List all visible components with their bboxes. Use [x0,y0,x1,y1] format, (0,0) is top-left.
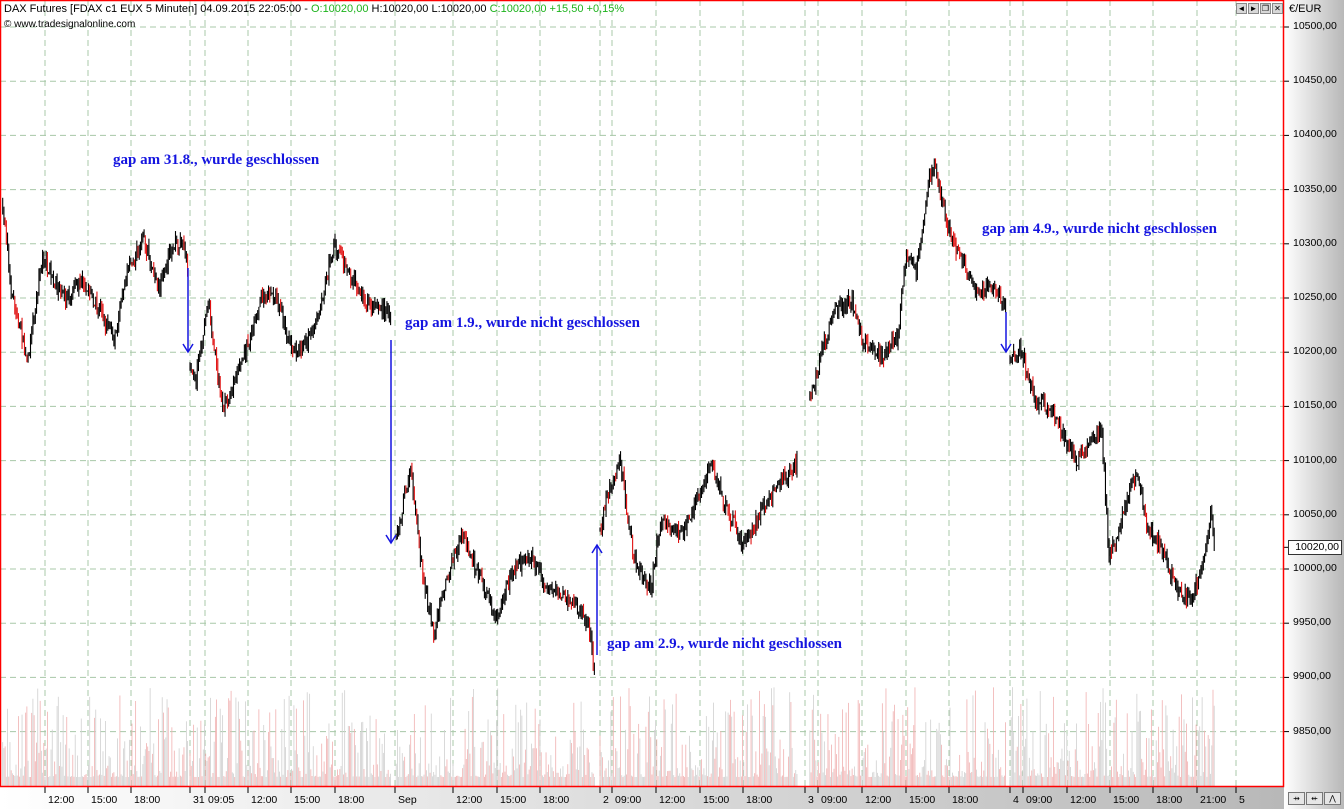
nav-buttons: ⇸ ⇷ ⋀ [1288,792,1341,805]
y-tick-label: 10050,00 [1293,507,1337,520]
copyright: © www.tradesignalonline.com [4,19,136,30]
zoom-in-button[interactable]: ⇸ [1288,792,1305,805]
chart-frame [0,0,1285,788]
annotation-gap-2-9: gap am 2.9., wurde nicht geschlossen [607,636,843,652]
zoom-out-button[interactable]: ⇷ [1306,792,1323,805]
x-tick-label: 18:00 [134,794,161,806]
chart-header: DAX Futures [FDAX c1 EUX 5 Minuten] 04.0… [4,3,624,15]
arrow-up-icon [591,543,603,554]
x-tick-label: 21:00 [1200,794,1227,806]
window-buttons: ◄ ► ❐ ✕ [1236,3,1283,14]
x-tick-label: 12:00 [865,794,892,806]
x-tick-label: 09:05 [208,794,235,806]
arrow-down-icon [385,534,397,545]
x-axis-panel [0,787,1284,809]
x-tick-label: 2 [603,794,609,806]
x-tick-label: 15:00 [294,794,321,806]
y-tick-label: 10200,00 [1293,345,1337,358]
x-tick-label: 15:00 [500,794,527,806]
candles [2,158,1215,675]
last-price-tag: 10020,00 [1288,540,1342,555]
x-tick-label: 15:00 [1113,794,1140,806]
y-tick-label: 10100,00 [1293,453,1337,466]
x-tick-label: 12:00 [456,794,483,806]
x-tick-label: 12:00 [1070,794,1097,806]
y-tick-label: 10250,00 [1293,291,1337,303]
x-tick-label: 09:00 [821,794,848,806]
y-tick-label: 9900,00 [1293,670,1331,683]
x-tick-label: 18:00 [338,794,365,806]
volume-bars [2,687,1215,787]
plot-area [0,0,1284,787]
x-tick-label: 15:00 [91,794,118,806]
open-value: O:10020,00 [310,3,369,15]
chart-type-button[interactable]: ⋀ [1324,792,1341,805]
y-tick-label: 9950,00 [1293,616,1331,629]
x-tick-label: 4 [1013,794,1019,806]
y-tick-label: 10150,00 [1293,399,1337,412]
x-tick-label: 12:00 [48,794,75,806]
scroll-left-button[interactable]: ◄ [1236,3,1247,14]
annotation-gap-31-8: gap am 31.8., wurde geschlossen [113,152,320,168]
y-tick-label: 10350,00 [1293,182,1337,195]
y-tick-label: 10000,00 [1293,562,1337,574]
hlc-values: H:10020,00 L:10020,00 [371,3,487,15]
x-tick-label: 3 [808,794,814,806]
chart-title: DAX Futures [FDAX c1 EUX 5 Minuten] 04.0… [4,3,308,15]
y-tick-label: 10450,00 [1293,74,1337,87]
x-tick-label: 18:00 [746,794,773,806]
x-tick-label: 15:00 [909,794,936,806]
arrow-down-icon [182,343,194,354]
x-tick-label: 15:00 [703,794,730,806]
x-tick-label: 18:00 [952,794,979,806]
scroll-right-button[interactable]: ► [1248,3,1259,14]
y-axis-panel [1284,0,1344,809]
x-tick-label: Sep [398,794,417,806]
x-tick-label: 31 [193,794,205,806]
annotation-gap-1-9: gap am 1.9., wurde nicht geschlossen [405,315,641,331]
x-tick-label: 09:00 [615,794,642,806]
close-button[interactable]: ✕ [1272,3,1283,14]
x-tick-label: 5 [1239,794,1245,806]
x-tick-label: 18:00 [543,794,570,806]
y-tick-label: 10500,00 [1293,20,1337,32]
restore-button[interactable]: ❐ [1260,3,1271,14]
y-tick-label: 9850,00 [1293,724,1331,737]
x-tick-label: 09:00 [1026,794,1053,806]
y-tick-label: 10400,00 [1293,128,1337,141]
x-tick-label: 12:00 [659,794,686,806]
close-value: C:10020,00 +15,50 +0,15% [489,3,625,15]
x-tick-label: 18:00 [1156,794,1183,806]
arrow-down-icon [1000,343,1012,354]
currency-label: €/EUR [1289,3,1322,15]
y-tick-label: 10300,00 [1293,236,1337,249]
annotation-gap-4-9: gap am 4.9., wurde nicht geschlossen [982,221,1218,237]
x-tick-label: 12:00 [251,794,278,806]
